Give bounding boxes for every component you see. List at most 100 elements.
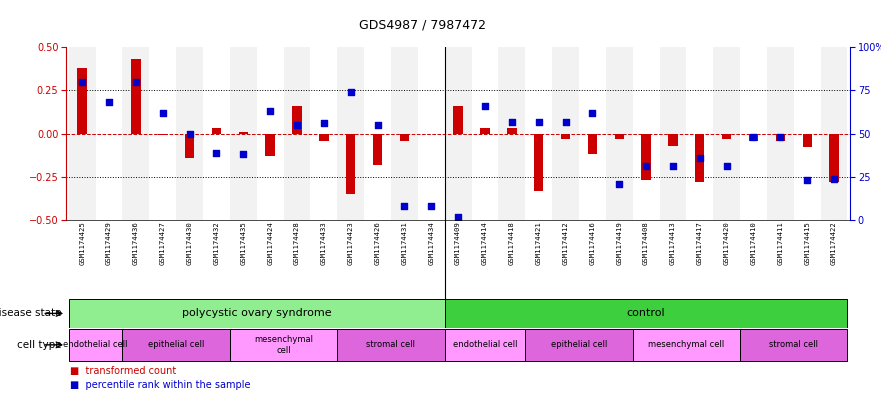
Point (263, 108, 278, 114)
Text: GSM1174416: GSM1174416 (589, 222, 596, 265)
Text: GSM1174427: GSM1174427 (159, 222, 166, 265)
Bar (310, 47, 337, 220)
Text: GDS4987 / 7987472: GDS4987 / 7987472 (359, 18, 486, 31)
Text: GSM1174414: GSM1174414 (482, 222, 488, 265)
Point (102, 99, 116, 106)
Text: stromal cell: stromal cell (366, 340, 416, 349)
Bar (794, 47, 820, 220)
Bar (714, 47, 740, 220)
Bar (499, 47, 525, 220)
Bar (131, 59, 141, 134)
Point (666, 163, 680, 170)
Bar (695, 134, 705, 182)
Bar (122, 329, 230, 361)
Text: mesenchymal cell: mesenchymal cell (648, 340, 724, 349)
Text: GSM1174420: GSM1174420 (723, 222, 729, 265)
Point (692, 155, 707, 161)
Point (210, 149, 224, 156)
Point (182, 130, 196, 137)
Bar (230, 47, 256, 220)
Text: GSM1174429: GSM1174429 (106, 222, 112, 265)
Text: endothelial cell: endothelial cell (453, 340, 517, 349)
Bar (749, 134, 759, 141)
Bar (445, 299, 848, 328)
Text: GSM1174422: GSM1174422 (831, 222, 837, 265)
Bar (722, 134, 731, 139)
Bar (337, 329, 445, 361)
Bar (740, 329, 848, 361)
Bar (122, 47, 149, 220)
Point (585, 110, 599, 116)
Text: GSM1174410: GSM1174410 (751, 222, 757, 265)
Bar (686, 47, 714, 220)
Bar (373, 134, 382, 165)
Bar (284, 47, 310, 220)
Bar (633, 47, 660, 220)
Text: GSM1174423: GSM1174423 (348, 222, 353, 265)
Text: polycystic ovary syndrome: polycystic ovary syndrome (181, 309, 331, 318)
Point (746, 134, 760, 140)
Text: stromal cell: stromal cell (769, 340, 818, 349)
Bar (820, 47, 848, 220)
Bar (400, 134, 409, 141)
Bar (606, 47, 633, 220)
Bar (292, 106, 301, 134)
Bar (346, 134, 355, 194)
Bar (265, 134, 275, 156)
Text: GSM1174409: GSM1174409 (455, 222, 461, 265)
Bar (534, 134, 544, 191)
Text: GSM1174424: GSM1174424 (267, 222, 273, 265)
Bar (69, 329, 122, 361)
Bar (633, 329, 740, 361)
Bar (78, 68, 87, 134)
Bar (561, 134, 570, 139)
Bar (803, 134, 812, 147)
Bar (615, 134, 624, 139)
Bar (445, 329, 525, 361)
Bar (588, 134, 597, 154)
Bar (525, 329, 633, 361)
Text: GSM1174411: GSM1174411 (777, 222, 783, 265)
Text: GSM1174433: GSM1174433 (321, 222, 327, 265)
Text: cell type: cell type (17, 340, 62, 350)
Bar (319, 134, 329, 141)
Bar (69, 47, 96, 220)
Bar (740, 47, 767, 220)
Point (75, 79, 89, 85)
Bar (364, 47, 391, 220)
Bar (96, 47, 122, 220)
Text: epithelial cell: epithelial cell (551, 340, 607, 349)
Bar (391, 47, 418, 220)
Bar (211, 129, 221, 134)
Text: disease state: disease state (0, 309, 62, 318)
Bar (471, 47, 499, 220)
Text: GSM1174426: GSM1174426 (374, 222, 381, 265)
Bar (239, 132, 248, 134)
Bar (418, 47, 445, 220)
Bar (641, 134, 651, 180)
Bar (552, 47, 579, 220)
Point (774, 134, 788, 140)
Bar (337, 47, 364, 220)
Bar (829, 134, 839, 182)
Bar (669, 134, 677, 146)
Bar (775, 134, 785, 141)
Text: GSM1174412: GSM1174412 (563, 222, 568, 265)
Bar (507, 129, 516, 134)
Text: control: control (626, 309, 665, 318)
Bar (660, 47, 686, 220)
Bar (454, 106, 463, 134)
Bar (525, 47, 552, 220)
Point (720, 163, 734, 170)
Text: GSM1174436: GSM1174436 (133, 222, 139, 265)
Point (559, 118, 573, 125)
Text: GSM1174434: GSM1174434 (428, 222, 434, 265)
Bar (480, 129, 490, 134)
Point (531, 118, 545, 125)
Text: GSM1174425: GSM1174425 (79, 222, 85, 265)
Bar (203, 47, 230, 220)
Point (478, 103, 492, 109)
Point (317, 120, 331, 127)
Bar (256, 47, 284, 220)
Bar (767, 47, 794, 220)
